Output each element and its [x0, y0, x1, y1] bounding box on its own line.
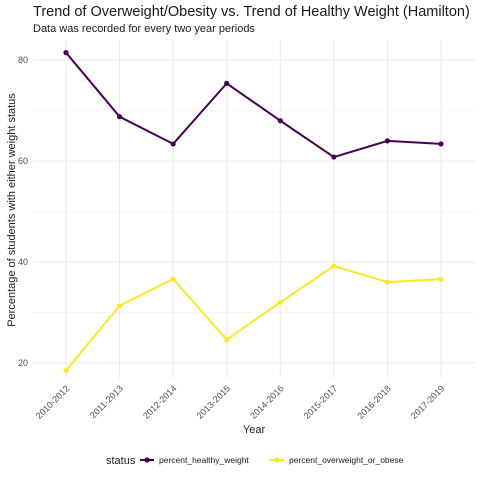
legend-title: status	[106, 455, 136, 467]
legend-key-point	[144, 457, 150, 463]
data-point	[438, 141, 444, 147]
series-line	[65, 51, 442, 159]
data-point	[331, 263, 337, 269]
x-axis-ticks: 2010-2012 2011-2013 2012-2014 2013-2015 2014…	[34, 383, 447, 421]
series-layer	[63, 50, 444, 374]
legend-key-point	[274, 457, 280, 463]
series-line	[65, 265, 442, 372]
data-point	[170, 276, 176, 282]
y-axis-title: Percentage of students with either weigh…	[6, 93, 18, 327]
y-axis-ticks: 20 40 60 80	[18, 55, 28, 368]
data-point	[63, 50, 69, 56]
legend: status percent_healthy_weight percent_ove…	[106, 455, 404, 467]
data-point	[224, 80, 230, 86]
data-point	[116, 303, 123, 309]
x-tick-label: 2013-2015	[195, 383, 233, 421]
legend-label: percent_overweight_or_obese	[289, 455, 404, 465]
x-tick-label: 2016-2018	[355, 383, 393, 421]
data-point	[170, 141, 176, 147]
chart-title: Trend of Overweight/Obesity vs. Trend of…	[33, 4, 470, 20]
x-tick-label: 2010-2012	[34, 383, 72, 421]
data-point	[331, 154, 337, 160]
data-point	[438, 276, 444, 282]
legend-label: percent_healthy_weight	[159, 455, 249, 465]
x-tick-label: 2011-2013	[88, 383, 125, 420]
data-point	[384, 138, 391, 144]
y-tick-label: 20	[18, 358, 28, 368]
data-point	[384, 279, 391, 285]
x-tick-label: 2012-2014	[141, 383, 179, 421]
data-point	[224, 337, 230, 343]
x-tick-label: 2014-2016	[248, 383, 286, 421]
data-point	[116, 114, 123, 120]
x-axis-title: Year	[243, 424, 266, 436]
x-tick-label: 2015-2017	[302, 383, 340, 421]
grid	[33, 40, 476, 378]
y-tick-label: 80	[18, 55, 28, 65]
x-tick-label: 2017-2019	[409, 383, 447, 421]
data-point	[63, 367, 69, 374]
data-point	[277, 299, 283, 305]
y-tick-label: 40	[18, 257, 28, 267]
data-point	[277, 118, 283, 124]
chart-subtitle: Data was recorded for every two year per…	[33, 23, 255, 35]
y-tick-label: 60	[18, 156, 28, 166]
